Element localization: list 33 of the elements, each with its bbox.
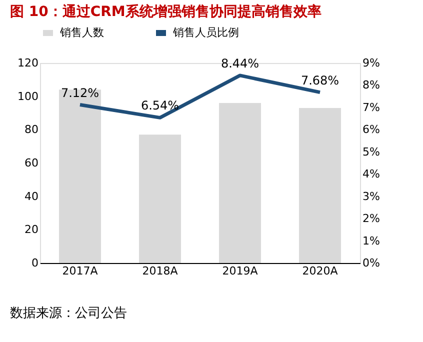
- legend-label: 销售人数: [59, 26, 104, 39]
- y-tick-label: 20: [24, 223, 38, 236]
- bar: [59, 90, 101, 263]
- data-label: 8.44%: [220, 56, 260, 70]
- y2-tick-label: 6%: [362, 123, 380, 136]
- bar: [139, 134, 181, 263]
- chart-title: 图 10：通过CRM系统增强销售协同提高销售效率: [10, 3, 322, 20]
- y2-tick-label: 2%: [362, 212, 380, 226]
- y-tick-label: 100: [18, 90, 38, 103]
- x-tick-label: 2018A: [142, 264, 178, 278]
- x-tick-label: 2017A: [62, 264, 98, 278]
- y-tick-label: 120: [18, 56, 38, 70]
- y2-tick-label: 4%: [362, 168, 380, 181]
- x-tick-label: 2020A: [302, 264, 338, 278]
- y2-tick-label: 0%: [362, 256, 380, 270]
- data-label: 7.68%: [300, 73, 340, 88]
- source-note: 数据来源：公司公告: [10, 306, 127, 321]
- y2-tick-label: 5%: [362, 145, 380, 158]
- y2-tick-label: 1%: [362, 234, 380, 248]
- data-label: 6.54%: [140, 98, 180, 113]
- y2-tick-label: 7%: [362, 100, 380, 114]
- y-tick-label: 60: [24, 156, 38, 170]
- y-tick-label: 0: [32, 256, 38, 270]
- y2-tick-label: 9%: [362, 56, 380, 70]
- y-tick-label: 40: [24, 190, 38, 203]
- legend-label: 销售人员比例: [172, 26, 239, 39]
- y2-tick-label: 8%: [362, 78, 380, 92]
- bar: [299, 108, 341, 263]
- y2-tick-label: 3%: [362, 190, 380, 203]
- y-tick-label: 80: [24, 123, 38, 136]
- x-tick-label: 2019A: [222, 264, 258, 278]
- data-label: 7.12%: [60, 86, 100, 100]
- bar: [219, 103, 261, 263]
